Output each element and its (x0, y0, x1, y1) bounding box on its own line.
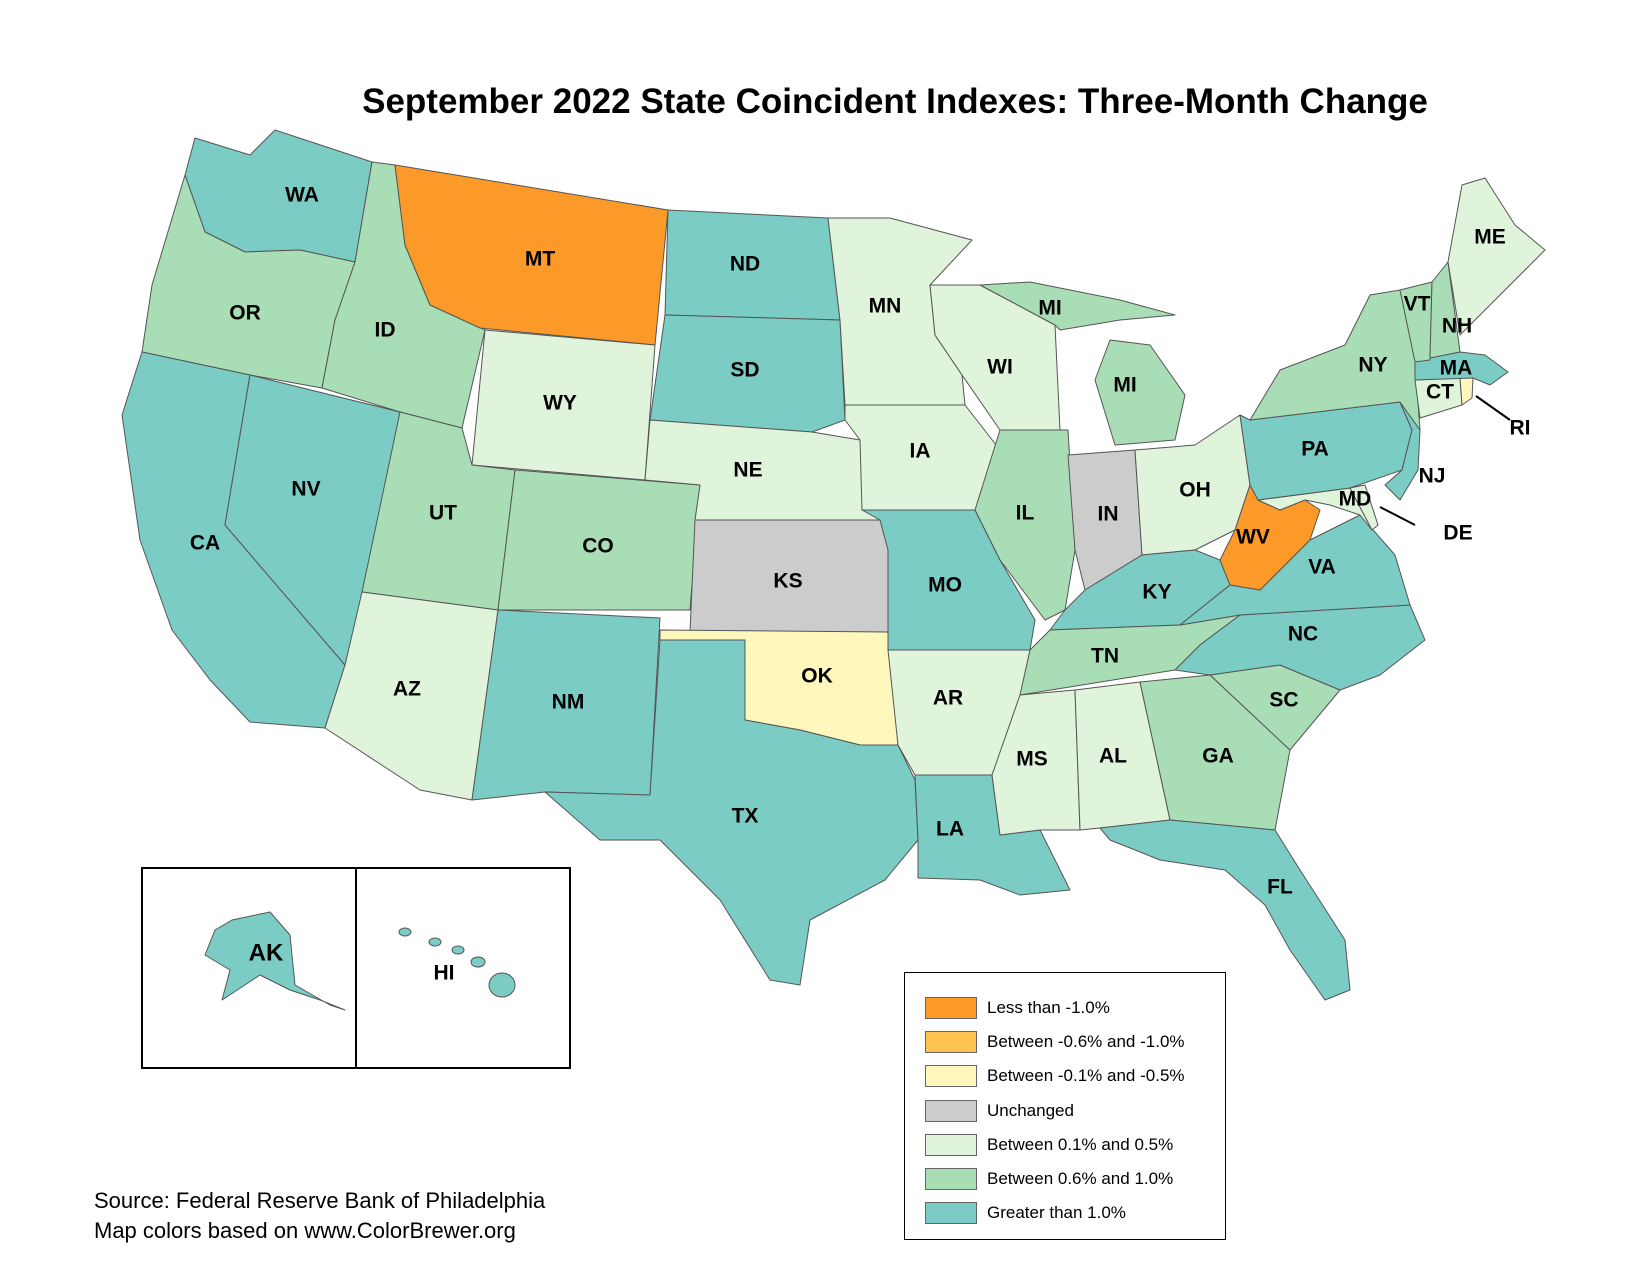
legend-item: Less than -1.0% (905, 991, 1225, 1025)
state-MI-UP[interactable] (979, 281, 1176, 331)
source-note: Source: Federal Reserve Bank of Philadel… (94, 1186, 545, 1246)
state-label-MT: MT (525, 248, 555, 271)
legend-label: Between -0.1% and -0.5% (987, 1066, 1185, 1086)
state-label-NM: NM (552, 691, 585, 714)
legend-swatch (925, 1168, 977, 1191)
state-IL[interactable] (974, 429, 1076, 621)
legend-swatch (925, 1065, 977, 1088)
state-label-GA: GA (1202, 745, 1234, 768)
hawaii-inset-box (355, 867, 571, 1069)
state-label-CA: CA (190, 532, 220, 555)
state-label-MN: MN (869, 295, 902, 318)
state-label-NV: NV (291, 478, 320, 501)
state-label-CT: CT (1426, 381, 1454, 404)
state-ME[interactable] (1447, 177, 1546, 336)
state-SD[interactable] (649, 314, 846, 433)
state-label-TN: TN (1091, 645, 1119, 668)
state-label-DE: DE (1443, 522, 1472, 545)
state-label-NE: NE (733, 459, 762, 482)
state-label-HI: HI (434, 962, 455, 985)
state-AK[interactable] (204, 911, 346, 1011)
state-label-AL: AL (1099, 745, 1127, 768)
legend-swatch (925, 1202, 977, 1225)
state-label-AZ: AZ (393, 678, 421, 701)
legend-swatch (925, 1099, 977, 1122)
state-label-IN: IN (1098, 503, 1119, 526)
state-label-WI: WI (987, 356, 1013, 379)
state-MA[interactable] (1414, 351, 1509, 386)
state-NH[interactable] (1429, 261, 1461, 359)
state-label-OK: OK (801, 665, 833, 688)
state-label-CO: CO (582, 535, 614, 558)
legend-item: Greater than 1.0% (905, 1196, 1225, 1230)
legend-label: Between 0.1% and 0.5% (987, 1134, 1174, 1154)
legend-swatch (925, 1133, 977, 1156)
legend-swatch (925, 997, 977, 1020)
ri-leader-line (1475, 395, 1511, 421)
state-MI[interactable] (1094, 339, 1186, 446)
state-label-IA: IA (910, 440, 931, 463)
state-label-TX: TX (732, 805, 759, 828)
legend-label: Unchanged (987, 1100, 1074, 1120)
map-legend: Less than -1.0% Between -0.6% and -1.0% … (904, 972, 1226, 1240)
state-label-NJ: NJ (1419, 465, 1446, 488)
state-label-MD: MD (1339, 488, 1372, 511)
state-NC[interactable] (1174, 604, 1426, 691)
state-RI[interactable] (1459, 377, 1474, 406)
legend-item: Between -0.1% and -0.5% (905, 1059, 1225, 1093)
state-NJ[interactable] (1384, 401, 1421, 501)
source-line: Source: Federal Reserve Bank of Philadel… (94, 1188, 546, 1213)
state-label-FL: FL (1267, 876, 1293, 899)
state-label-AK: AK (249, 939, 284, 966)
state-label-VT: VT (1404, 293, 1431, 316)
legend-item: Between 0.1% and 0.5% (905, 1128, 1225, 1162)
state-label-MI-UP: MI (1038, 297, 1061, 320)
state-label-WV: WV (1236, 526, 1270, 549)
state-GA[interactable] (1139, 674, 1291, 831)
legend-label: Less than -1.0% (987, 998, 1110, 1018)
state-DE[interactable] (1349, 484, 1379, 531)
legend-item: Between -0.6% and -1.0% (905, 1025, 1225, 1059)
state-label-LA: LA (936, 818, 964, 841)
state-label-MS: MS (1016, 748, 1048, 771)
state-label-MA: MA (1440, 357, 1473, 380)
state-HI[interactable] (398, 927, 516, 998)
state-label-VA: VA (1308, 556, 1336, 579)
state-label-AR: AR (933, 687, 963, 710)
state-label-MO: MO (928, 574, 962, 597)
state-VT[interactable] (1399, 281, 1433, 363)
state-label-KS: KS (773, 570, 802, 593)
state-label-ME: ME (1474, 226, 1506, 249)
state-label-WY: WY (543, 392, 577, 415)
state-label-WA: WA (285, 184, 319, 207)
state-CO[interactable] (497, 469, 701, 611)
state-label-SC: SC (1269, 689, 1298, 712)
state-label-IL: IL (1016, 502, 1035, 525)
legend-label: Between 0.6% and 1.0% (987, 1169, 1174, 1189)
legend-item: Between 0.6% and 1.0% (905, 1162, 1225, 1196)
legend-item: Unchanged (905, 1094, 1225, 1128)
colorbrewer-line: Map colors based on www.ColorBrewer.org (94, 1218, 516, 1243)
state-label-UT: UT (429, 502, 457, 525)
state-label-PA: PA (1301, 438, 1329, 461)
map-title: September 2022 State Coincident Indexes:… (362, 82, 1428, 121)
state-label-OH: OH (1179, 479, 1211, 502)
state-label-NH: NH (1442, 315, 1472, 338)
state-label-OR: OR (229, 302, 261, 325)
state-label-SD: SD (730, 359, 759, 382)
state-label-ND: ND (730, 253, 760, 276)
legend-label: Greater than 1.0% (987, 1203, 1126, 1223)
state-label-NY: NY (1358, 354, 1387, 377)
legend-label: Between -0.6% and -1.0% (987, 1032, 1185, 1052)
state-label-NC: NC (1288, 623, 1318, 646)
state-label-ID: ID (375, 319, 396, 342)
state-label-MI: MI (1113, 374, 1136, 397)
state-label-KY: KY (1142, 581, 1171, 604)
state-TX[interactable] (544, 639, 919, 986)
state-label-RI: RI (1510, 417, 1531, 440)
de-leader-line (1379, 506, 1416, 526)
legend-swatch (925, 1031, 977, 1054)
state-FL[interactable] (1099, 819, 1351, 1001)
